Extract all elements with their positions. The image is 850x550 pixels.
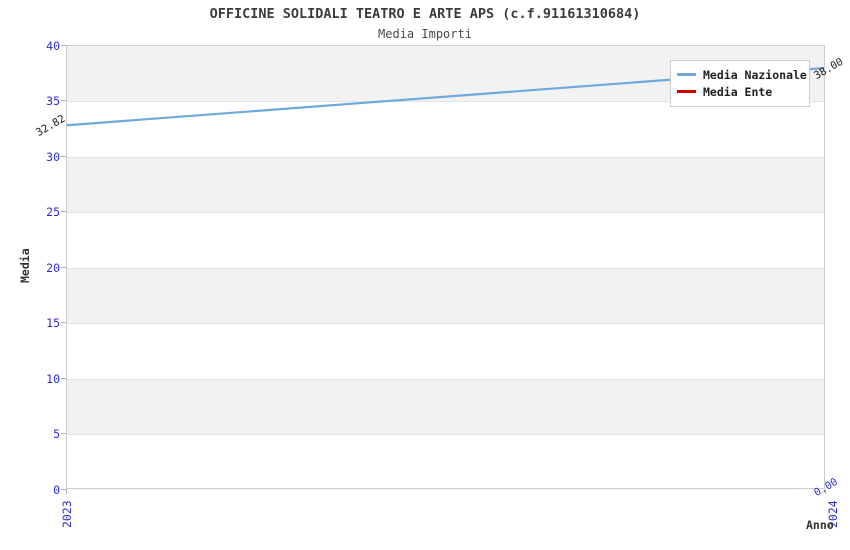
legend-item-media-nazionale[interactable]: Media Nazionale — [677, 66, 807, 83]
ytick-mark-15 — [61, 322, 66, 323]
gridline-15 — [67, 323, 824, 324]
ytick-10: 10 — [46, 372, 60, 386]
ytick-20: 20 — [46, 261, 60, 275]
legend-label-media-ente: Media Ente — [703, 84, 773, 99]
ytick-40: 40 — [46, 39, 60, 53]
chart-legend: Media Nazionale Media Ente — [670, 60, 810, 107]
ytick-mark-40 — [61, 45, 66, 46]
ytick-30: 30 — [46, 150, 60, 164]
plot-band-25-30 — [67, 157, 824, 213]
ytick-mark-30 — [61, 156, 66, 157]
xtick-mark-2023 — [66, 489, 67, 494]
plot-area — [66, 45, 825, 489]
plot-band-5-10 — [67, 379, 824, 435]
legend-swatch-media-nazionale — [677, 73, 696, 76]
series-layer — [67, 67, 824, 127]
gridline-5 — [67, 434, 824, 435]
ytick-15: 15 — [46, 316, 60, 330]
y-axis-label: Media — [18, 248, 32, 283]
x-axis-label: Anno — [806, 518, 834, 532]
ytick-mark-10 — [61, 378, 66, 379]
legend-label-media-nazionale: Media Nazionale — [703, 67, 807, 82]
gridline-10 — [67, 379, 824, 380]
chart-subtitle: Media Importi — [378, 27, 472, 41]
ytick-25: 25 — [46, 205, 60, 219]
gridline-20 — [67, 268, 824, 269]
chart-title: OFFICINE SOLIDALI TEATRO E ARTE APS (c.f… — [209, 6, 641, 22]
point-label-media-nazionale-2023: 32.82 — [34, 112, 68, 139]
ytick-35: 35 — [46, 94, 60, 108]
legend-swatch-media-ente — [677, 90, 696, 93]
ytick-mark-5 — [61, 433, 66, 434]
ytick-5: 5 — [53, 427, 60, 441]
ytick-mark-0 — [61, 489, 66, 490]
xtick-2023: 2023 — [60, 500, 74, 528]
ytick-0: 0 — [53, 483, 60, 497]
gridline-30 — [67, 157, 824, 158]
legend-item-media-ente[interactable]: Media Ente — [677, 83, 803, 100]
ytick-mark-35 — [61, 100, 66, 101]
ytick-mark-20 — [61, 267, 66, 268]
plot-band-15-20 — [67, 268, 824, 324]
gridline-25 — [67, 212, 824, 213]
ytick-mark-25 — [61, 211, 66, 212]
gridline-35 — [67, 101, 824, 102]
xtick-mark-2024 — [825, 489, 826, 494]
